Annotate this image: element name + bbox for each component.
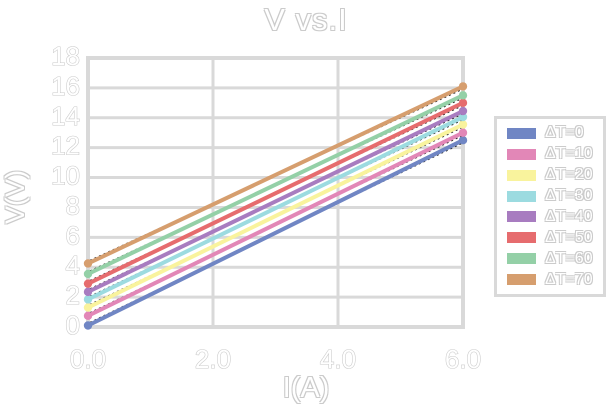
- legend-item-dt-10: ΔT=10: [507, 144, 603, 165]
- legend-swatch-dt-30: [507, 190, 536, 202]
- x-tick-label: 0.0: [70, 344, 106, 374]
- legend-label-dt-60: ΔT=60: [545, 249, 593, 267]
- series-line-dt-10: [86, 130, 465, 318]
- legend-item-dt-60: ΔT=60: [507, 248, 603, 269]
- plot-border: [86, 56, 465, 329]
- legend-swatch-dt-60: [507, 253, 536, 265]
- data-point-marker-dt-70: [458, 82, 468, 91]
- chart-title: V vs.I: [264, 2, 348, 37]
- legend-swatch-dt-0: [507, 127, 536, 139]
- data-point-marker-dt-30: [458, 112, 468, 122]
- legend-label-dt-20: ΔT=20: [545, 166, 593, 184]
- legend-item-dt-50: ΔT=50: [507, 227, 603, 248]
- legend-label-dt-30: ΔT=30: [545, 187, 593, 205]
- y-tick-label: 12: [51, 131, 80, 161]
- y-tick-label: 14: [51, 101, 80, 131]
- legend-item-dt-0: ΔT=0: [507, 123, 603, 144]
- x-tick-label: 4.0: [320, 344, 356, 374]
- data-point-marker-dt-60: [458, 91, 468, 100]
- legend-item-dt-20: ΔT=20: [507, 165, 603, 186]
- x-tick-label: 2.0: [195, 344, 231, 374]
- legend-item-dt-70: ΔT=70: [507, 269, 603, 290]
- data-point-marker-dt-10: [83, 311, 93, 320]
- series-line-dt-30: [86, 115, 465, 302]
- y-tick-label: 6: [66, 220, 80, 250]
- y-tick-label: 16: [51, 71, 80, 101]
- series-line-dt-60: [86, 93, 465, 276]
- series-line-dt-70: [86, 84, 465, 266]
- legend-label-dt-10: ΔT=10: [545, 145, 593, 163]
- data-point-marker-dt-50: [458, 98, 468, 108]
- legend: ΔT=0 ΔT=10 ΔT=20 ΔT=30 ΔT=40 ΔT=50 ΔT=60 ΔT=70: [494, 116, 606, 297]
- legend-label-dt-0: ΔT=0: [545, 124, 584, 142]
- data-point-marker-dt-20: [458, 120, 468, 129]
- series-line-dt-50: [86, 100, 465, 286]
- series-line-dt-40: [86, 109, 465, 294]
- series-line-dt-0: [86, 138, 465, 328]
- series-line-dt-20: [86, 122, 465, 310]
- x-tick-label: 6.0: [445, 344, 481, 374]
- data-point-marker-dt-70: [83, 259, 93, 268]
- data-point-marker-dt-0: [458, 135, 468, 145]
- y-tick-label: 10: [51, 161, 80, 191]
- data-point-marker-dt-60: [83, 269, 93, 279]
- legend-swatch-dt-70: [507, 274, 536, 286]
- x-axis-title: I(A): [282, 372, 330, 404]
- legend-label-dt-70: ΔT=70: [545, 270, 593, 288]
- y-tick-label: 0: [66, 310, 80, 340]
- legend-label-dt-40: ΔT=40: [545, 207, 593, 225]
- data-point-marker-dt-40: [458, 106, 468, 116]
- legend-swatch-dt-10: [507, 148, 536, 160]
- data-point-marker-dt-0: [83, 321, 93, 330]
- legend-label-dt-50: ΔT=50: [545, 228, 593, 246]
- y-tick-label: 2: [66, 280, 80, 310]
- data-point-marker-dt-30: [83, 295, 93, 304]
- legend-item-dt-30: ΔT=30: [507, 186, 603, 207]
- legend-item-dt-40: ΔT=40: [507, 207, 603, 228]
- legend-swatch-dt-20: [507, 169, 536, 181]
- legend-swatch-dt-50: [507, 232, 536, 244]
- y-tick-label: 8: [66, 190, 80, 220]
- data-point-marker-dt-10: [458, 128, 468, 137]
- data-point-marker-dt-40: [83, 287, 93, 297]
- data-point-marker-dt-20: [83, 303, 93, 312]
- data-point-marker-dt-50: [83, 279, 93, 288]
- legend-swatch-dt-40: [507, 211, 536, 223]
- y-tick-label: 4: [66, 250, 80, 280]
- y-tick-label: 18: [51, 41, 80, 71]
